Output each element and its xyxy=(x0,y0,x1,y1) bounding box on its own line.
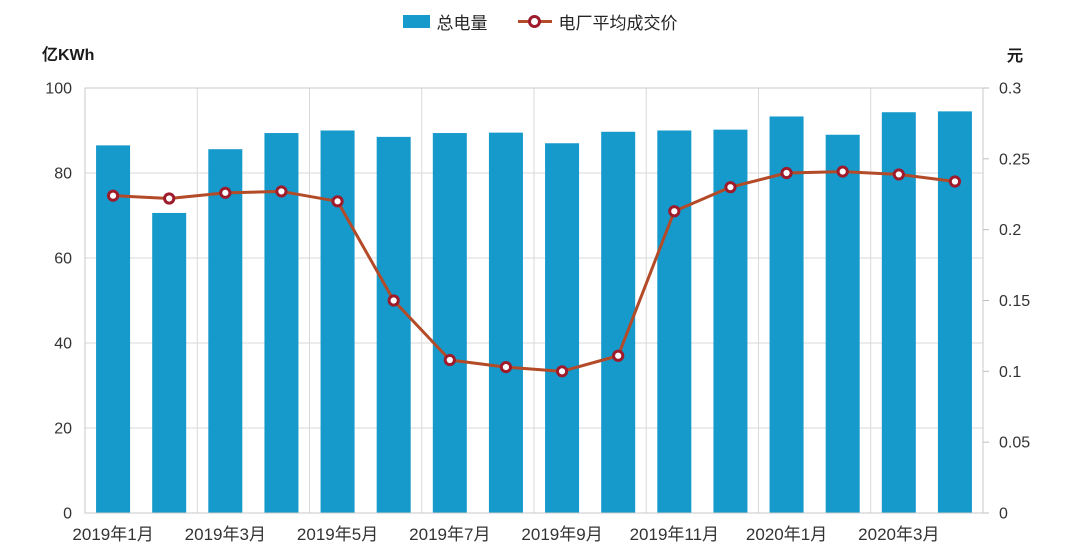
left-axis-tick-label: 20 xyxy=(54,421,72,438)
bar xyxy=(769,116,804,513)
x-axis-tick-label: 2020年3月 xyxy=(858,525,939,544)
line-marker xyxy=(219,186,232,199)
bar xyxy=(376,136,411,513)
bar xyxy=(657,130,692,513)
line-marker xyxy=(331,195,344,208)
left-axis-tick-label: 100 xyxy=(45,81,72,98)
right-axis-tick-label: 0.2 xyxy=(999,222,1021,239)
line-marker xyxy=(275,185,288,198)
x-axis-tick-label: 2019年11月 xyxy=(630,525,719,544)
line-marker xyxy=(387,294,400,307)
left-axis-tick-label: 80 xyxy=(54,166,72,183)
line-marker xyxy=(780,166,793,180)
line-series-swatch-icon xyxy=(517,15,552,29)
left-axis-unit-label: 亿KWh xyxy=(42,47,95,64)
right-axis-tick-label: 0.05 xyxy=(999,435,1030,452)
bar xyxy=(320,130,355,513)
right-axis-tick-label: 0.25 xyxy=(999,151,1030,168)
bar xyxy=(601,131,636,513)
line-marker xyxy=(892,168,905,181)
bar xyxy=(432,133,467,514)
legend-label-total-volume: 总电量 xyxy=(436,14,488,33)
right-axis-unit-label: 元 xyxy=(1007,48,1024,65)
x-axis-tick-label: 2019年7月 xyxy=(409,525,490,544)
right-axis-tick-label: 0.3 xyxy=(999,81,1021,98)
line-marker xyxy=(443,353,456,367)
line-marker xyxy=(948,175,962,188)
legend-item-avg-price: 电厂平均成交价 xyxy=(517,9,678,34)
line-marker xyxy=(106,189,120,202)
x-axis-tick-label: 2019年9月 xyxy=(521,525,602,544)
right-axis-tick-label: 0.15 xyxy=(999,293,1030,310)
left-axis-tick-label: 40 xyxy=(54,336,72,353)
bar xyxy=(545,143,580,513)
line-marker xyxy=(612,349,625,362)
bar xyxy=(825,134,860,513)
line-swatch-marker-icon xyxy=(528,15,541,28)
bar-series-swatch-icon xyxy=(402,15,430,28)
bar xyxy=(96,145,131,513)
line-path xyxy=(112,170,956,373)
right-axis-tick-label: 0.1 xyxy=(999,364,1021,381)
legend-label-avg-price: 电厂平均成交价 xyxy=(558,14,678,33)
line-marker xyxy=(555,365,569,378)
x-axis-tick-label: 2019年1月 xyxy=(72,525,153,544)
bar xyxy=(152,212,187,513)
line-marker xyxy=(724,181,737,194)
line-marker xyxy=(836,165,849,178)
bar xyxy=(937,111,972,513)
x-axis-tick-label: 2020年1月 xyxy=(746,525,827,544)
x-axis-tick-label: 2019年3月 xyxy=(185,525,266,544)
x-axis-tick-label: 2019年5月 xyxy=(297,525,378,544)
left-axis-tick-label: 0 xyxy=(63,506,72,523)
line-marker xyxy=(163,192,176,205)
right-axis-tick-label: 0 xyxy=(999,506,1008,523)
legend-item-total-volume: 总电量 xyxy=(402,9,488,34)
left-axis-tick-label: 60 xyxy=(54,251,72,268)
bar xyxy=(208,149,243,513)
bar xyxy=(488,132,523,513)
legend: 总电量 电厂平均成交价 xyxy=(0,9,1080,34)
line-marker xyxy=(499,360,513,374)
line-marker xyxy=(668,205,681,218)
